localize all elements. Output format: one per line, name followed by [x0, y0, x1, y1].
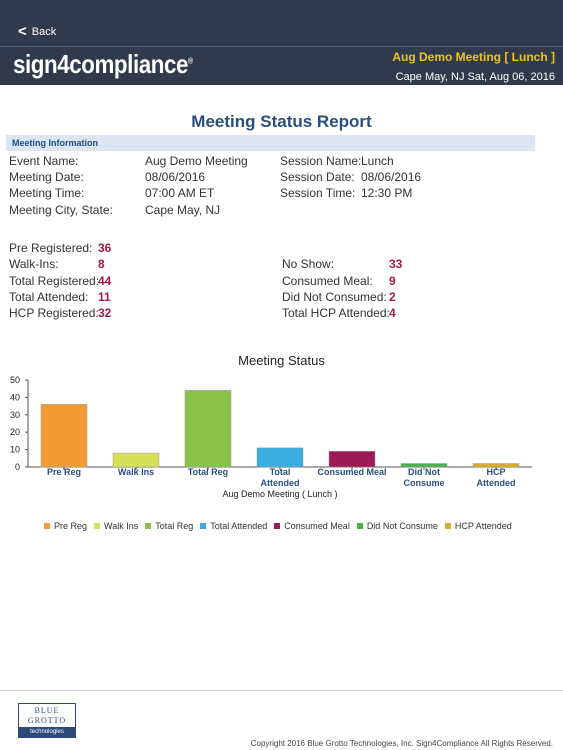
legend-swatch — [94, 523, 101, 529]
pre-registered-value: 36 — [98, 241, 112, 255]
legend-item: Consumed Meal — [274, 521, 350, 531]
section-header-meeting-information: Meeting Information — [6, 135, 535, 151]
did-not-consumed-value: 2 — [389, 290, 396, 304]
blue-grotto-logo: BLUE GROTTO technologies — [18, 703, 76, 738]
y-tick-label: 50 — [10, 375, 20, 385]
legend-swatch — [44, 523, 50, 529]
session-name-value: Lunch — [361, 154, 394, 168]
page-title: Meeting Status Report — [191, 112, 372, 131]
meeting-date-value: 08/06/2016 — [145, 170, 206, 184]
meeting-status-chart: 0 10 20 30 40 50 Pre Reg Walk Ins Total Reg Total… — [10, 375, 532, 499]
header-divider — [0, 46, 563, 47]
legend-item: HCP Attended — [444, 521, 512, 531]
y-tick-label: 40 — [10, 392, 20, 402]
meeting-location-date: Cape May, NJ Sat, Aug 06, 2016 — [395, 71, 555, 83]
copyright-text: Copyright 2016 Blue Grotto Technologies,… — [250, 739, 553, 748]
session-time-label: Session Time: — [280, 186, 356, 200]
legend-label: Consumed Meal — [284, 521, 350, 531]
back-button[interactable]: < Back — [18, 23, 57, 40]
meeting-date-label: Meeting Date: — [9, 170, 84, 184]
legend-label: Total Reg — [155, 521, 194, 531]
session-name-label: Session Name: — [280, 154, 362, 168]
legend-label: Walk Ins — [104, 521, 139, 531]
meeting-city-value: Cape May, NJ — [145, 203, 221, 217]
legend-label: Pre Reg — [54, 521, 88, 531]
legend-swatch — [444, 523, 451, 529]
chevron-left-icon: < — [18, 23, 27, 40]
y-tick-label: 10 — [10, 445, 20, 455]
meeting-city-label: Meeting City, State: — [9, 203, 113, 217]
session-time-value: 12:30 PM — [361, 186, 413, 200]
y-tick-label: 0 — [15, 462, 20, 472]
did-not-consumed-label: Did Not Consumed: — [282, 290, 387, 304]
legend-label: HCP Attended — [454, 521, 512, 531]
total-registered-value: 44 — [98, 274, 112, 288]
bar — [328, 451, 376, 468]
bar — [112, 452, 160, 468]
x-tick-label: Pre Reg — [47, 467, 81, 477]
bar — [256, 447, 304, 468]
meeting-time-label: Meeting Time: — [9, 186, 85, 200]
consumed-meal-label: Consumed Meal: — [282, 274, 373, 288]
x-tick-label: Consumed Meal — [317, 467, 386, 477]
hcp-registered-value: 32 — [98, 306, 112, 320]
y-tick-label: 20 — [10, 427, 20, 437]
event-name-value: Aug Demo Meeting — [145, 154, 248, 168]
session-date-label: Session Date: — [280, 170, 355, 184]
legend-label: Total Attended — [210, 521, 268, 531]
x-tick-label: Did Not Consume — [403, 467, 444, 488]
no-show-value: 33 — [389, 257, 403, 271]
footer-divider — [0, 690, 563, 691]
legend-item: Pre Reg — [44, 521, 87, 531]
legend-swatch — [356, 523, 363, 529]
legend-item: Walk Ins — [94, 521, 138, 531]
session-date-value: 08/06/2016 — [361, 170, 422, 184]
pre-registered-label: Pre Registered: — [9, 241, 93, 255]
consumed-meal-value: 9 — [389, 274, 396, 288]
x-axis-label: Aug Demo Meeting ( Lunch ) — [222, 489, 337, 499]
legend-item: Did Not Consume — [356, 521, 438, 531]
total-attended-value: 11 — [98, 290, 111, 304]
total-attended-label: Total Attended: — [9, 290, 89, 304]
chart-title: Meeting Status — [238, 353, 325, 368]
app-logo: sign4compliance® — [13, 49, 193, 79]
legend-item: Total Reg — [145, 521, 193, 531]
chart-legend: Pre Reg Walk Ins Total Reg Total Attended Co… — [44, 521, 519, 531]
x-tick-label: Total Reg — [188, 467, 228, 477]
x-tick-label: Total Attended — [261, 467, 300, 488]
no-show-label: No Show: — [282, 257, 335, 271]
hcp-registered-label: HCP Registered: — [9, 306, 99, 320]
legend-label: Did Not Consume — [366, 521, 438, 531]
back-label: Back — [31, 26, 57, 38]
event-name-label: Event Name: — [9, 154, 79, 168]
total-hcp-attended-label: Total HCP Attended: — [282, 306, 390, 320]
bar — [40, 404, 88, 468]
legend-swatch — [145, 523, 152, 529]
total-registered-label: Total Registered: — [9, 274, 100, 288]
app-header: < Back sign4compliance® Aug Demo Meeting… — [0, 0, 563, 85]
walk-ins-label: Walk-Ins: — [9, 257, 59, 271]
bar — [184, 390, 232, 468]
total-hcp-attended-value: 4 — [389, 306, 396, 320]
meeting-time-value: 07:00 AM ET — [145, 186, 215, 200]
legend-swatch — [274, 523, 281, 529]
legend-swatch — [200, 523, 207, 529]
legend-item: Total Attended — [200, 521, 267, 531]
y-tick-label: 30 — [10, 410, 20, 420]
x-tick-label: HCP Attended — [477, 467, 516, 488]
meeting-title: Aug Demo Meeting [ Lunch ] — [392, 50, 555, 64]
walk-ins-value: 8 — [98, 257, 105, 271]
x-tick-label: Walk Ins — [118, 467, 154, 477]
